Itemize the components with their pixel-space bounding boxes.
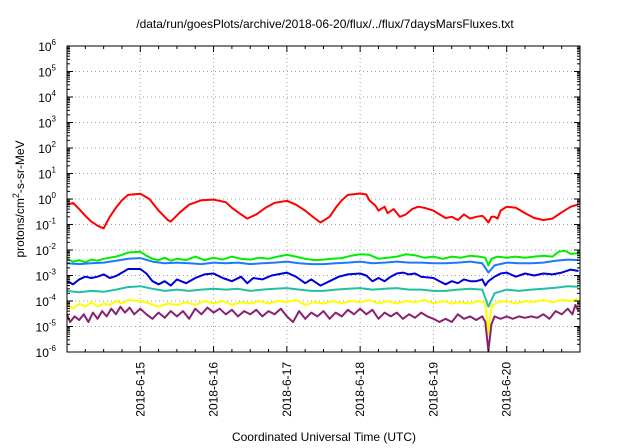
y-axis-title-superscript: 2 xyxy=(11,193,21,198)
x-tick-label: 2018-6-19 xyxy=(426,362,440,417)
y-tick-label: 104 xyxy=(38,89,56,105)
grid xyxy=(67,46,580,352)
y-tick-label: 100 xyxy=(38,191,56,207)
y-tick-exponent: -2 xyxy=(49,242,57,251)
x-tick-label: 2018-6-17 xyxy=(280,362,294,417)
x-tick-label: 2018-6-18 xyxy=(353,362,367,417)
y-tick-label: 10-1 xyxy=(36,217,57,233)
y-tick-exponent: 4 xyxy=(52,89,57,98)
y-tick-base: 10 xyxy=(36,346,50,360)
y-tick-label: 10-5 xyxy=(36,319,57,335)
y-tick-exponent: 2 xyxy=(52,140,57,149)
y-tick-exponent: -5 xyxy=(49,319,57,328)
y-tick-label: 10-2 xyxy=(36,242,57,258)
y-tick-label: 102 xyxy=(38,140,56,156)
series-line-1 xyxy=(66,192,579,230)
x-tick-label: 2018-6-16 xyxy=(207,362,221,417)
y-tick-label: 101 xyxy=(38,166,56,182)
y-tick-base: 10 xyxy=(38,168,52,182)
y-tick-label: 103 xyxy=(38,115,56,131)
y-tick-label: 106 xyxy=(38,38,56,54)
y-tick-base: 10 xyxy=(38,193,52,207)
y-tick-label: 10-4 xyxy=(36,293,57,309)
y-tick-exponent: -1 xyxy=(49,217,57,226)
y-axis-title-suffix: -s-sr-MeV xyxy=(13,140,27,193)
y-tick-base: 10 xyxy=(38,40,52,54)
series-line-6 xyxy=(66,298,579,336)
y-tick-base: 10 xyxy=(36,244,50,258)
y-tick-base: 10 xyxy=(36,270,50,284)
y-tick-label: 105 xyxy=(38,64,56,80)
y-tick-exponent: 6 xyxy=(52,38,57,47)
y-tick-label: 10-3 xyxy=(36,268,57,284)
y-tick-base: 10 xyxy=(36,321,50,335)
y-tick-label: 10-6 xyxy=(36,344,57,360)
x-axis-title: Coordinated Universal Time (UTC) xyxy=(232,430,416,444)
y-axis-title: protons/cm2-s-sr-MeV xyxy=(11,140,27,257)
y-tick-exponent: 3 xyxy=(52,115,57,124)
y-tick-base: 10 xyxy=(38,142,52,156)
y-axis-title-prefix: protons/cm xyxy=(13,198,27,257)
x-axis-ticks: 2018-6-15 2018-6-16 2018-6-17 2018-6-18 2018… xyxy=(84,46,563,417)
y-tick-base: 10 xyxy=(38,117,52,131)
chart-title: /data/run/goesPlots/archive/2018-06-20/f… xyxy=(136,17,514,31)
y-tick-base: 10 xyxy=(38,66,52,80)
y-tick-base: 10 xyxy=(36,295,50,309)
y-tick-exponent: 5 xyxy=(52,64,57,73)
y-tick-base: 10 xyxy=(36,219,50,233)
y-tick-base: 10 xyxy=(38,91,52,105)
y-tick-exponent: -6 xyxy=(49,344,57,353)
y-tick-exponent: -3 xyxy=(49,268,57,277)
series-line-4 xyxy=(66,268,579,287)
series-line-3 xyxy=(66,257,579,274)
x-tick-label: 2018-6-15 xyxy=(133,362,147,417)
y-axis-ticks: 10-610-510-410-310-210-11001011021031041… xyxy=(36,38,580,360)
y-tick-exponent: -4 xyxy=(49,293,57,302)
y-tick-exponent: 0 xyxy=(52,191,57,200)
series-group xyxy=(66,192,580,352)
series-line-7 xyxy=(66,303,580,352)
y-tick-exponent: 1 xyxy=(52,166,57,175)
series-line-2 xyxy=(66,249,579,267)
series-line-5 xyxy=(66,285,579,308)
x-tick-label: 2018-6-20 xyxy=(500,362,514,417)
